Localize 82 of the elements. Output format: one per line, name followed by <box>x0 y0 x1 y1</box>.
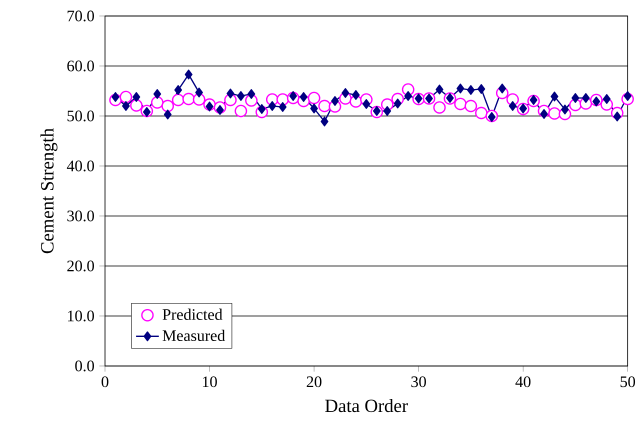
point <box>602 94 611 104</box>
point <box>498 84 506 94</box>
point <box>394 98 402 108</box>
point <box>454 98 467 110</box>
x-tick-label: 0 <box>102 376 108 388</box>
point <box>372 106 381 116</box>
x-tick-label: 20 <box>306 376 322 388</box>
point <box>530 95 538 105</box>
legend-label: Measured <box>162 330 226 342</box>
point <box>477 84 486 94</box>
point <box>456 84 464 94</box>
point <box>237 91 245 101</box>
x-tick-label: 10 <box>202 376 217 388</box>
y-tick-label: 60.0 <box>67 60 94 72</box>
x-axis-title: Data Order <box>325 398 408 412</box>
point <box>164 110 172 120</box>
point <box>320 116 328 126</box>
point <box>540 109 548 119</box>
x-tick-label: 40 <box>515 376 531 388</box>
point <box>308 92 320 104</box>
point <box>234 104 248 118</box>
point <box>331 96 339 106</box>
point <box>174 85 182 95</box>
point <box>268 101 276 111</box>
point <box>120 90 132 104</box>
x-tick-label: 50 <box>620 376 636 388</box>
point <box>425 94 433 104</box>
point <box>142 107 151 117</box>
point <box>300 92 308 102</box>
point <box>289 91 298 101</box>
point <box>404 91 412 101</box>
point <box>433 101 446 114</box>
point <box>258 104 266 114</box>
point <box>548 107 561 120</box>
point <box>550 92 558 102</box>
point <box>151 96 164 109</box>
point <box>592 96 600 106</box>
point <box>464 100 478 112</box>
point <box>172 94 184 106</box>
point <box>561 104 569 114</box>
point <box>195 88 203 98</box>
point <box>613 112 622 122</box>
point <box>226 88 234 98</box>
point <box>466 85 475 95</box>
point <box>475 106 488 120</box>
y-tick-label: 0.0 <box>75 360 94 372</box>
y-tick-label: 40.0 <box>66 160 94 172</box>
point <box>130 99 143 112</box>
point <box>624 91 632 101</box>
point <box>582 93 590 103</box>
point <box>161 100 174 112</box>
y-tick-label: 30.0 <box>67 210 94 222</box>
point <box>112 92 120 102</box>
point <box>182 92 195 106</box>
point <box>508 101 517 111</box>
y-tick-label: 50.0 <box>68 110 94 122</box>
point <box>436 84 444 94</box>
point <box>488 112 496 122</box>
point <box>446 93 454 103</box>
point <box>519 104 527 114</box>
point <box>342 88 350 98</box>
point <box>153 89 162 99</box>
point <box>122 101 130 111</box>
point <box>352 90 360 100</box>
point <box>383 106 392 116</box>
point <box>206 102 214 112</box>
point <box>318 100 331 112</box>
point <box>362 99 370 109</box>
point <box>310 104 318 114</box>
x-tick-label: 30 <box>411 376 426 388</box>
point <box>414 94 422 104</box>
point <box>132 92 140 102</box>
point <box>184 70 192 80</box>
y-tick-label: 70.0 <box>68 10 94 22</box>
y-axis-title: Cement Strength <box>40 128 58 254</box>
point <box>278 102 287 112</box>
y-tick-label: 20.0 <box>67 260 94 272</box>
legend-label: Predicted <box>162 308 222 320</box>
y-tick-label: 10.0 <box>68 310 94 322</box>
point <box>247 89 256 99</box>
point <box>572 93 580 103</box>
point <box>216 105 224 115</box>
